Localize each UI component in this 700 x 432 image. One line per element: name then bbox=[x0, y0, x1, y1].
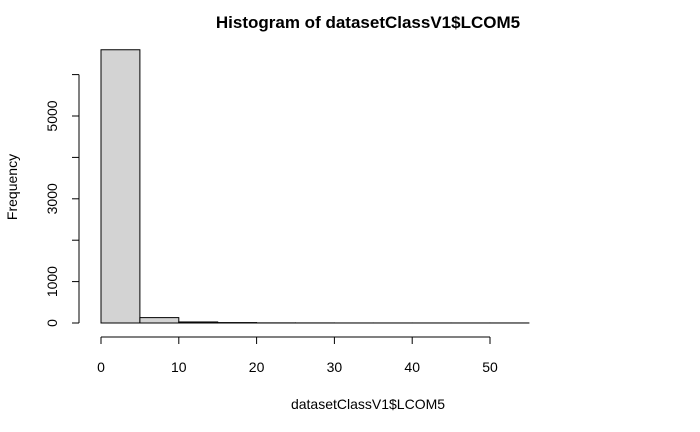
x-tick-label: 30 bbox=[327, 359, 343, 375]
histogram-bar bbox=[179, 322, 218, 323]
y-tick-label: 0 bbox=[44, 319, 60, 327]
x-tick-label: 40 bbox=[404, 359, 420, 375]
histogram-bars bbox=[101, 50, 529, 323]
y-tick-label: 3000 bbox=[44, 183, 60, 214]
chart-title: Histogram of datasetClassV1$LCOM5 bbox=[216, 13, 520, 32]
y-axis-label: Frequency bbox=[4, 154, 20, 220]
x-axis: 0 10 20 30 40 50 bbox=[97, 337, 498, 375]
histogram-bar bbox=[101, 50, 140, 323]
x-axis-label: datasetClassV1$LCOM5 bbox=[291, 396, 445, 412]
y-axis: 0 1000 3000 5000 bbox=[44, 75, 79, 327]
x-tick-label: 10 bbox=[171, 359, 187, 375]
x-tick-label: 50 bbox=[482, 359, 498, 375]
x-tick-label: 20 bbox=[249, 359, 265, 375]
histogram-bar bbox=[140, 318, 179, 323]
y-tick-label: 5000 bbox=[44, 100, 60, 131]
x-tick-label: 0 bbox=[97, 359, 105, 375]
y-tick-label: 1000 bbox=[44, 266, 60, 297]
